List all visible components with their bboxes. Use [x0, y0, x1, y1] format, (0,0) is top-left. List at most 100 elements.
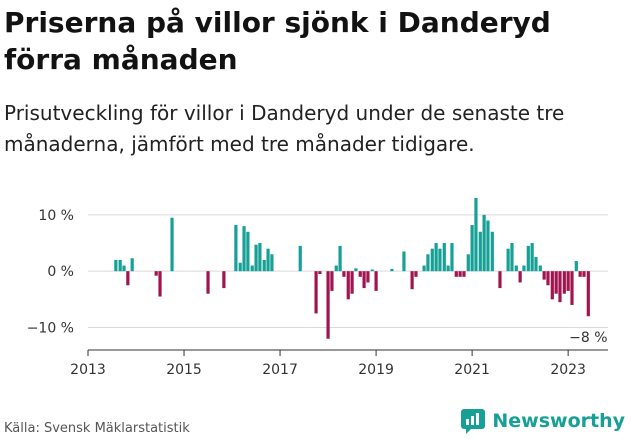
- x-axis: [87, 349, 608, 356]
- last-value-label: −8 %: [569, 330, 607, 346]
- bar: [374, 271, 378, 291]
- bar: [250, 265, 254, 272]
- labels: 10 % 0 % −10 % 2013 2015 2017 2019 2021 2023 −8 %: [27, 208, 608, 378]
- bar: [586, 271, 590, 317]
- bar: [526, 245, 530, 272]
- bar: [514, 265, 518, 272]
- bar: [130, 258, 134, 272]
- bar: [510, 243, 514, 272]
- source-note: Källa: Svensk Mäklarstatistik: [4, 421, 190, 436]
- bar: [358, 271, 362, 277]
- bar: [506, 248, 510, 272]
- bar: [558, 271, 562, 303]
- bar: [430, 248, 434, 272]
- bar: [346, 271, 350, 300]
- y-tick-label: 10 %: [38, 208, 74, 224]
- bar: [158, 271, 162, 297]
- bar: [266, 248, 270, 272]
- bar: [470, 225, 474, 272]
- bar: [454, 271, 458, 277]
- bar: [246, 231, 250, 272]
- y-tick-label: 0 %: [47, 264, 74, 280]
- bar: [314, 271, 318, 314]
- bar: [122, 265, 126, 272]
- bar: [482, 214, 486, 272]
- bar: [478, 231, 482, 272]
- x-tick-label: 2023: [550, 362, 586, 378]
- bar-chart: 10 % 0 % −10 % 2013 2015 2017 2019 2021 2023 −8 %: [27, 198, 608, 378]
- bar: [578, 271, 582, 277]
- bar: [486, 220, 490, 272]
- bar: [338, 245, 342, 272]
- bar: [262, 259, 266, 272]
- bar: [354, 268, 358, 272]
- bar: [562, 271, 566, 294]
- bar: [350, 271, 354, 294]
- bar: [242, 226, 246, 272]
- bar: [462, 271, 466, 277]
- bar: [534, 257, 538, 272]
- bar: [546, 271, 550, 286]
- x-tick-label: 2013: [70, 362, 106, 378]
- bar: [258, 243, 262, 272]
- bar: [234, 225, 238, 272]
- bar: [434, 243, 438, 272]
- bar: [366, 271, 370, 283]
- bar: [518, 271, 522, 283]
- y-tick-label: −10 %: [27, 320, 74, 336]
- chart-subtitle: Prisutveckling för villor i Danderyd und…: [4, 101, 565, 156]
- bar: [238, 262, 242, 272]
- bar: [390, 268, 394, 272]
- brand-name: Newsworthy: [492, 410, 625, 432]
- bar: [554, 271, 558, 294]
- bar: [114, 259, 118, 272]
- bar: [426, 254, 430, 272]
- bar: [574, 261, 578, 272]
- bar: [530, 243, 534, 272]
- bar: [318, 271, 322, 274]
- bar: [550, 271, 554, 300]
- x-tick-label: 2019: [358, 362, 394, 378]
- bar: [458, 271, 462, 277]
- x-tick-label: 2021: [454, 362, 490, 378]
- bar: [474, 198, 478, 272]
- bar: [402, 251, 406, 272]
- bar: [334, 265, 338, 272]
- bar: [270, 254, 274, 272]
- bar: [422, 265, 426, 272]
- brand-logo: Newsworthy: [460, 408, 625, 434]
- gridlines: [88, 214, 608, 328]
- chart-title: Priserna på villor sjönk i Danderyd förr…: [4, 6, 551, 76]
- bar: [342, 271, 346, 277]
- bar: [522, 265, 526, 272]
- bar: [542, 271, 546, 280]
- bar: [362, 271, 366, 289]
- bar: [410, 271, 414, 290]
- x-tick-label: 2017: [262, 362, 298, 378]
- bar: [466, 254, 470, 272]
- bar: [490, 231, 494, 272]
- bar: [326, 271, 330, 339]
- bar: [582, 271, 586, 277]
- bar: [330, 271, 334, 291]
- bar: [414, 271, 418, 277]
- bar: [446, 265, 450, 272]
- bar: [498, 271, 502, 289]
- bar: [298, 245, 302, 272]
- bar: [438, 248, 442, 272]
- bars: [114, 198, 590, 339]
- bar: [450, 243, 454, 272]
- bar: [538, 265, 542, 272]
- bar: [170, 217, 174, 272]
- bar: [570, 271, 574, 305]
- bar: [206, 271, 210, 294]
- bar: [442, 243, 446, 272]
- bar: [566, 271, 570, 291]
- bar: [370, 269, 374, 272]
- bar: [254, 244, 258, 272]
- bar: [126, 271, 130, 286]
- newsworthy-logo-icon: [461, 409, 486, 434]
- x-tick-label: 2015: [166, 362, 202, 378]
- bar: [222, 271, 226, 289]
- bar: [118, 259, 122, 272]
